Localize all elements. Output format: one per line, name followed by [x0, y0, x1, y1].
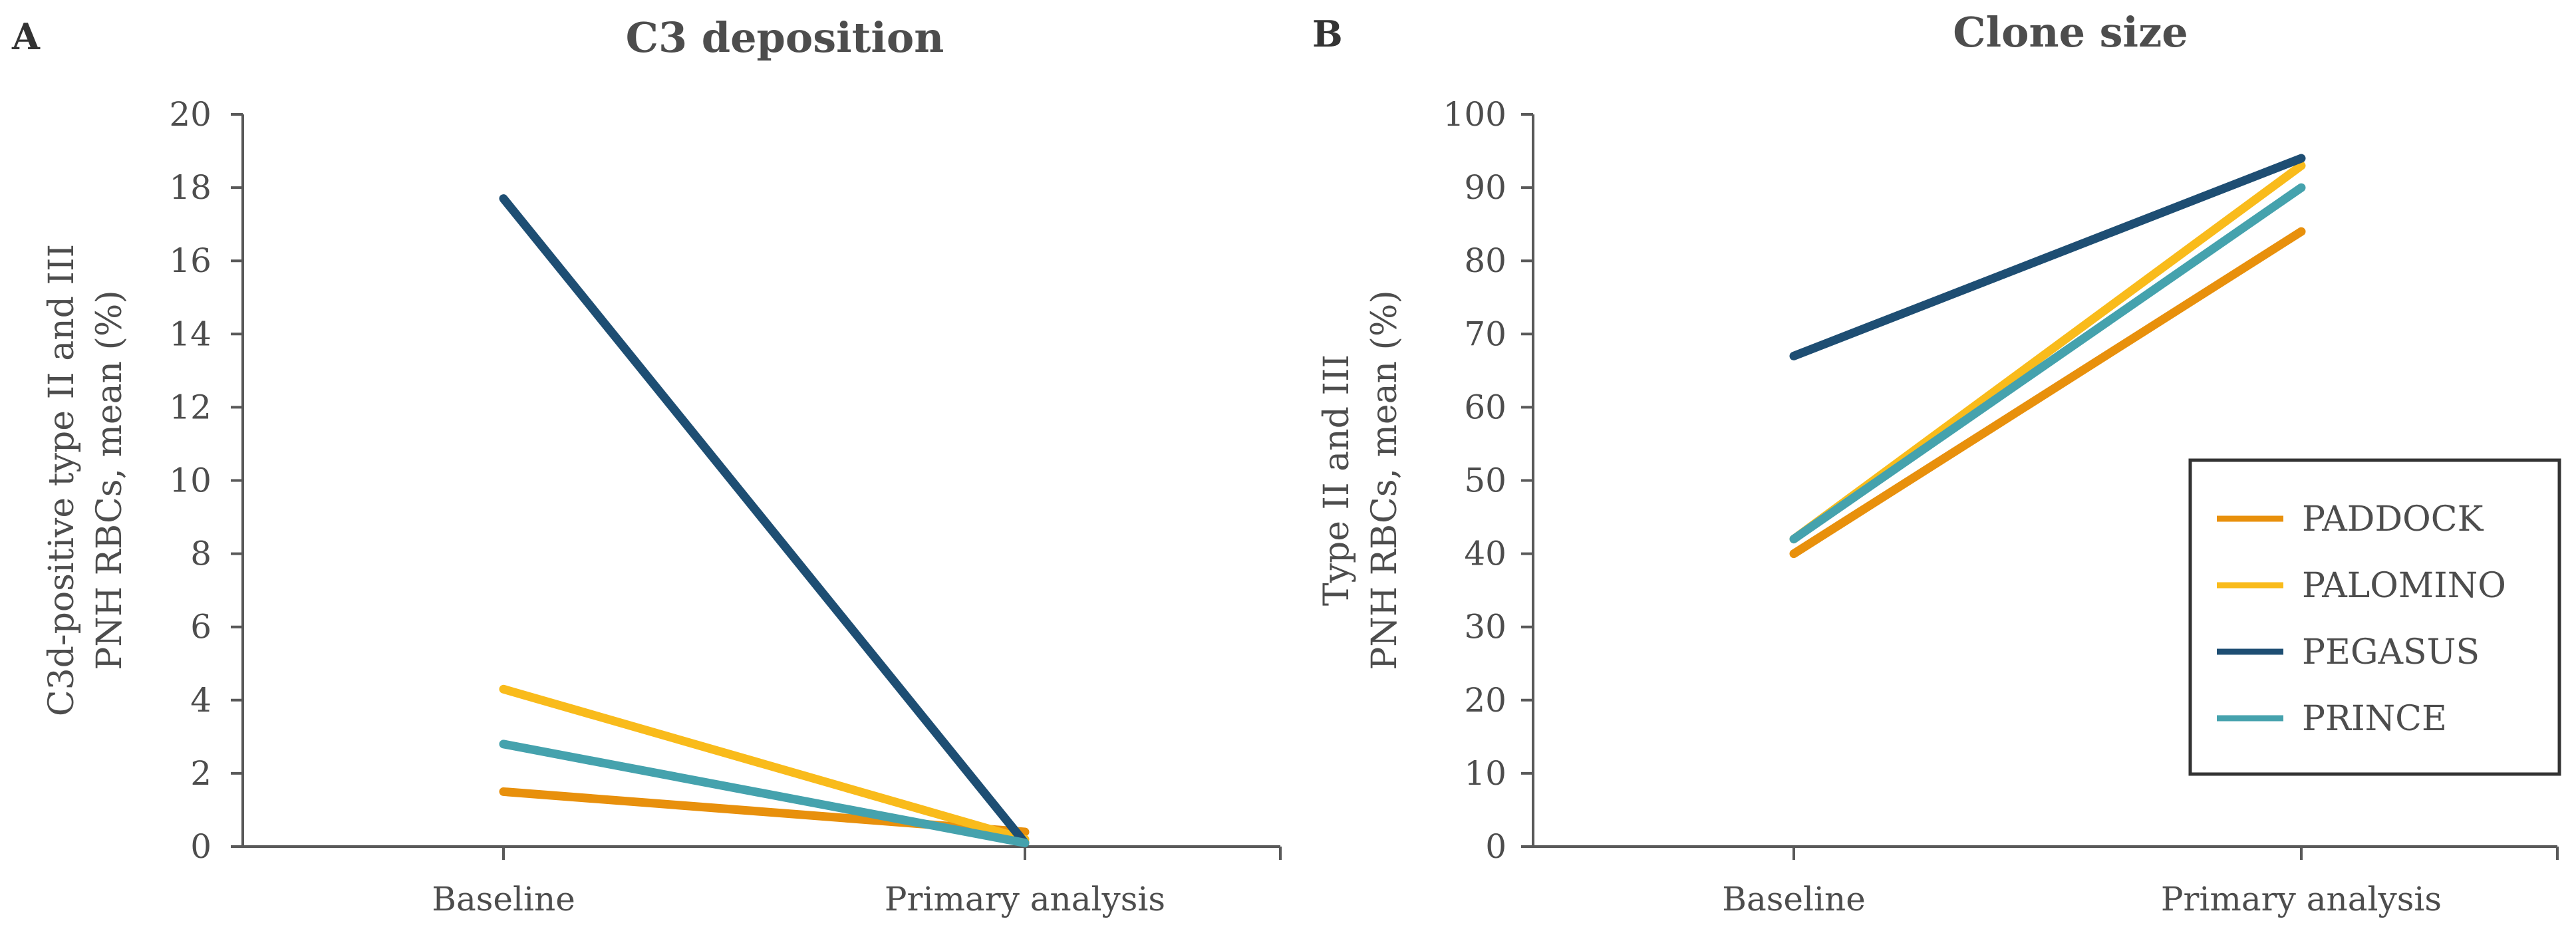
series-line-paddock [1789, 227, 2306, 559]
legend-box [2188, 458, 2561, 776]
legend-label: PRINCE [2302, 699, 2447, 739]
y-tick-label: 14 [169, 315, 212, 353]
x-tick-label: Baseline [432, 880, 575, 918]
y-tick-label: 10 [1464, 754, 1506, 793]
y-axis-label-line: C3d-positive type II and III [42, 244, 82, 716]
legend: PADDOCK PALOMINO PEGASUS PRINCE [2188, 458, 2561, 776]
x-tick-label: Primary analysis [885, 880, 1165, 918]
panel-letter: B [1312, 13, 1343, 55]
y-tick-label: 100 [1443, 95, 1506, 134]
panel-clone-size: B Clone size 0 10 20 30 40 50 60 70 80 90 100 Baselin… [1312, 8, 2559, 918]
y-tick-label: 80 [1464, 241, 1506, 280]
series-line-prince [1789, 183, 2306, 544]
chart-title: C3 deposition [626, 13, 944, 62]
x-tick-label: Baseline [1722, 880, 1866, 918]
y-tick-label: 90 [1464, 168, 1506, 207]
y-tick-label: 6 [190, 608, 212, 646]
y-axis-label-line: PNH RBCs, mean (%) [1365, 290, 1405, 670]
y-tick-label: 0 [190, 827, 212, 866]
y-tick-label: 18 [169, 168, 212, 207]
y-tick-label: 20 [1464, 681, 1506, 720]
y-tick-label: 12 [169, 388, 212, 426]
y-tick-label: 50 [1464, 462, 1506, 500]
y-tick-label: 10 [169, 462, 212, 500]
panel-letter: A [11, 15, 41, 58]
y-axis-label: C3d-positive type II and III PNH RBCs, me… [42, 244, 130, 716]
y-tick-label: 0 [1485, 827, 1506, 866]
series-line-pegasus [1789, 154, 2306, 360]
y-tick-label: 20 [169, 95, 212, 134]
series-line-pegasus [499, 194, 1030, 847]
legend-label: PALOMINO [2302, 566, 2506, 606]
y-tick-label: 4 [190, 681, 212, 720]
y-axis-label: Type II and III PNH RBCs, mean (%) [1317, 290, 1405, 670]
series-line-palomino [499, 684, 1030, 844]
y-axis-label-line: Type II and III [1317, 354, 1357, 606]
y-tick-label: 2 [190, 754, 212, 793]
legend-label: PADDOCK [2302, 499, 2484, 539]
chart-title: Clone size [1953, 8, 2188, 57]
y-tick-label: 8 [190, 535, 212, 573]
y-tick-label: 70 [1464, 315, 1506, 353]
y-tick-label: 30 [1464, 608, 1506, 646]
y-tick-label: 16 [169, 241, 212, 280]
y-axis-label-line: PNH RBCs, mean (%) [90, 290, 130, 670]
legend-label: PEGASUS [2302, 632, 2480, 672]
x-tick-label: Primary analysis [2161, 880, 2442, 918]
panel-c3-deposition: A C3 deposition 0 2 4 6 8 10 12 14 16 18 20 Baseline P… [11, 13, 1282, 918]
y-tick-label: 40 [1464, 535, 1506, 573]
y-tick-label: 60 [1464, 388, 1506, 426]
series-line-prince [499, 740, 1030, 847]
